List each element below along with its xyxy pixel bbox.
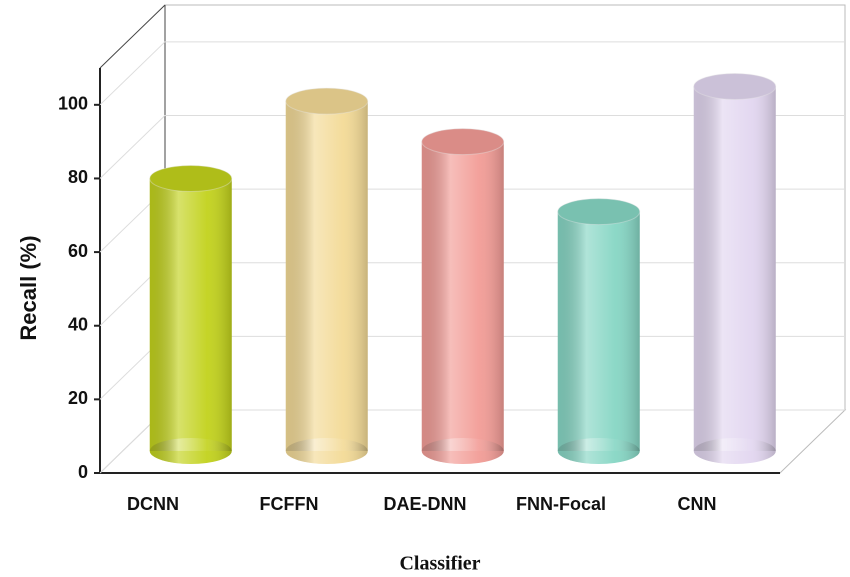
bar-top bbox=[149, 164, 233, 192]
bar-top bbox=[285, 87, 369, 115]
bar-top bbox=[421, 128, 505, 156]
y-tick-label: 100 bbox=[58, 94, 88, 114]
x-tick-label: FNN-Focal bbox=[516, 494, 606, 514]
y-tick-label: 20 bbox=[68, 388, 88, 408]
x-tick-label: DCNN bbox=[127, 494, 179, 514]
grid-line bbox=[99, 41, 845, 106]
grid-line bbox=[99, 114, 845, 179]
y-tick-label: 80 bbox=[68, 167, 88, 187]
labels: 0 20 40 60 80 100 DCNN FCFFN DAE-DNN FNN-Focal CNN bbox=[58, 94, 717, 514]
y-tick-label: 0 bbox=[78, 462, 88, 482]
bar-shine bbox=[421, 141, 504, 451]
x-tick-label: FCFFN bbox=[260, 494, 319, 514]
bar-top bbox=[693, 72, 777, 100]
y-tick-label: 60 bbox=[68, 241, 88, 261]
bar-shine bbox=[149, 178, 232, 451]
y-axis-label: Recall (%) bbox=[16, 235, 41, 340]
bar-shine bbox=[693, 86, 776, 451]
x-tick-label: DAE-DNN bbox=[384, 494, 467, 514]
bar-shine bbox=[285, 101, 368, 451]
bar-shine bbox=[557, 211, 640, 451]
y-tick-label: 40 bbox=[68, 314, 88, 334]
bars bbox=[149, 72, 777, 464]
x-tick-label: CNN bbox=[678, 494, 717, 514]
x-axis-label: Classifier bbox=[399, 553, 480, 575]
bar-top bbox=[557, 198, 641, 226]
left-wall-edge bbox=[99, 4, 166, 69]
